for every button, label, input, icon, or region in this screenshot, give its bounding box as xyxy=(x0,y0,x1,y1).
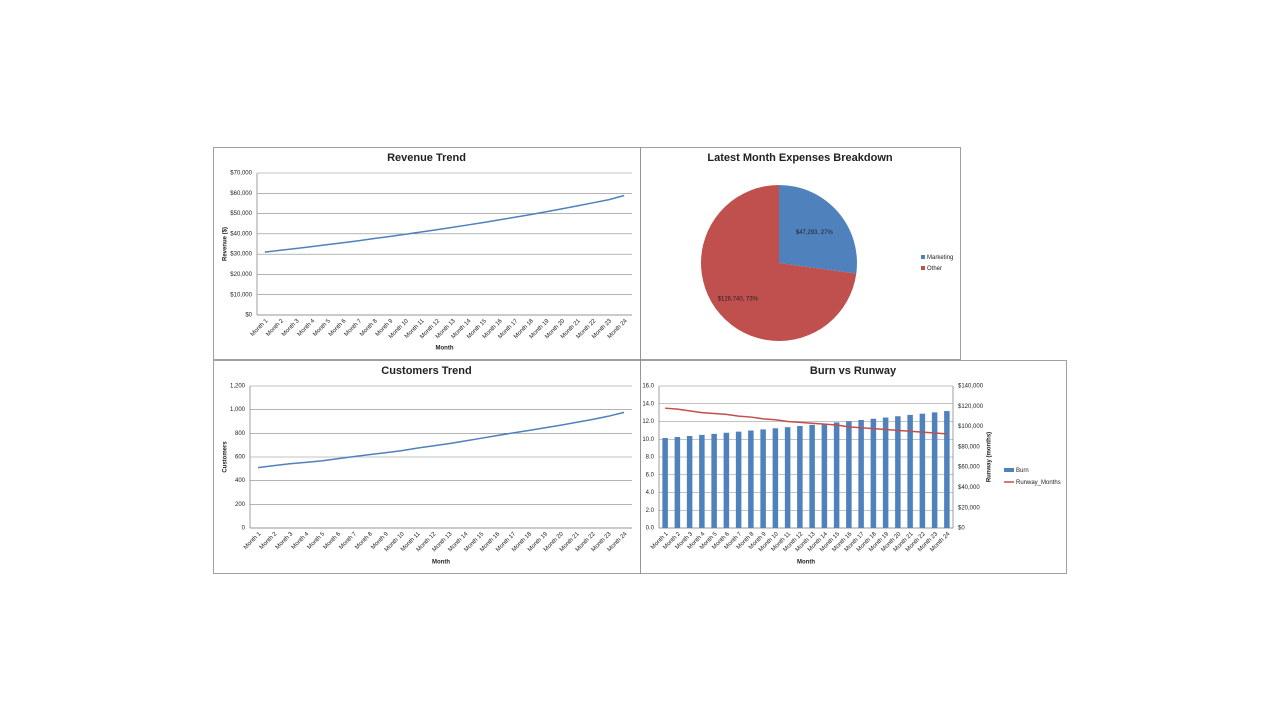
y-tick-label: 6.0 xyxy=(646,472,655,478)
y-tick-label: $70,000 xyxy=(230,171,252,177)
bar xyxy=(662,438,668,528)
data-label: $126,740, 73% xyxy=(718,296,759,302)
y-axis-title: Revenue ($) xyxy=(223,227,229,261)
line xyxy=(257,411,625,469)
bar xyxy=(699,434,705,528)
bar xyxy=(833,422,840,528)
y-tick-label: $40,000 xyxy=(230,231,252,237)
y-tick-label: 8.0 xyxy=(646,455,655,461)
y-tick-label: 16.0 xyxy=(642,384,654,390)
bar xyxy=(674,437,681,528)
x-axis-title: Month xyxy=(797,560,815,566)
y2-tick-label: $100,000 xyxy=(958,424,984,430)
y-tick-label: 4.0 xyxy=(646,490,655,496)
y2-tick-label: $20,000 xyxy=(958,505,980,511)
x-axis-title: Month xyxy=(436,346,454,352)
chart-title: Revenue Trend xyxy=(387,152,466,164)
bar xyxy=(846,421,852,528)
y2-tick-label: $120,000 xyxy=(958,404,984,410)
legend-swatch xyxy=(921,266,925,270)
y-tick-label: $60,000 xyxy=(230,191,252,197)
bar xyxy=(760,429,766,528)
y-tick-label: $10,000 xyxy=(230,292,252,298)
data-label: $47,293, 27% xyxy=(796,230,834,236)
y2-tick-label: $40,000 xyxy=(958,485,980,491)
y-tick-label: $0 xyxy=(245,313,252,319)
bar xyxy=(784,427,791,528)
y-tick-label: 400 xyxy=(235,478,246,484)
bar xyxy=(735,431,742,528)
y-tick-label: 10.0 xyxy=(642,437,654,443)
y-tick-label: 200 xyxy=(235,502,246,508)
y-tick-label: 12.0 xyxy=(642,419,654,425)
bar xyxy=(858,419,864,528)
y2-tick-label: $0 xyxy=(958,526,965,532)
legend-swatch xyxy=(921,255,925,259)
pie-slice xyxy=(779,185,857,274)
legend-label: Runway_Months xyxy=(1016,480,1061,486)
legend-swatch xyxy=(1004,468,1014,472)
y-tick-label: $20,000 xyxy=(230,272,252,278)
y-tick-label: 600 xyxy=(235,455,246,461)
y-tick-label: 800 xyxy=(235,431,246,437)
y-tick-label: $30,000 xyxy=(230,252,252,258)
y2-tick-label: $140,000 xyxy=(958,384,984,390)
bar xyxy=(797,425,803,528)
y-tick-label: 2.0 xyxy=(646,508,655,514)
bar xyxy=(882,417,889,528)
line xyxy=(665,407,947,435)
bar xyxy=(895,416,901,528)
y-tick-label: 1,200 xyxy=(230,384,246,390)
chart-title: Customers Trend xyxy=(381,365,471,377)
chart-title: Latest Month Expenses Breakdown xyxy=(707,152,892,164)
bar xyxy=(686,436,693,528)
chart-title: Burn vs Runway xyxy=(810,365,897,377)
legend-label: Burn xyxy=(1016,468,1029,474)
y-tick-label: 1,000 xyxy=(230,407,246,413)
bar xyxy=(748,430,754,528)
bar xyxy=(919,413,926,528)
bar xyxy=(711,433,717,528)
y-tick-label: 0.0 xyxy=(646,526,655,532)
pie-slice xyxy=(700,185,857,341)
y-tick-label: 14.0 xyxy=(642,401,654,407)
bar xyxy=(907,414,913,528)
legend-label: Other xyxy=(927,266,942,272)
bar xyxy=(870,418,877,528)
y-tick-label: $50,000 xyxy=(230,211,252,217)
x-axis-title: Month xyxy=(432,560,450,566)
legend-label: Marketing xyxy=(927,255,953,261)
chart-frame xyxy=(213,360,641,574)
bar xyxy=(772,428,779,528)
bar xyxy=(821,423,828,528)
line xyxy=(264,194,625,253)
bar xyxy=(723,432,730,528)
bar xyxy=(809,424,815,528)
chart-frame xyxy=(213,147,641,360)
y-axis-title: Customers xyxy=(223,441,229,473)
y-tick-label: 0 xyxy=(242,526,246,532)
bar xyxy=(944,411,950,528)
y2-tick-label: $80,000 xyxy=(958,444,980,450)
y2-axis-title: Runway (months) xyxy=(987,432,993,482)
y2-tick-label: $60,000 xyxy=(958,465,980,471)
bar xyxy=(931,412,938,528)
